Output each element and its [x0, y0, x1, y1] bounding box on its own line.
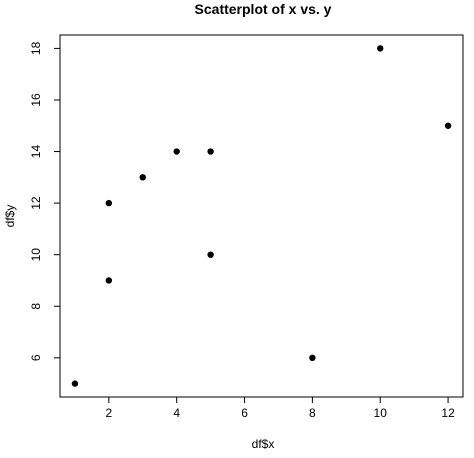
y-tick-label: 10: [29, 248, 43, 262]
y-axis-label: df$y: [3, 205, 17, 228]
data-point: [71, 380, 79, 387]
x-axis-label: df$x: [252, 437, 275, 451]
y-tick-label: 12: [29, 196, 43, 210]
y-tick-label: 16: [29, 93, 43, 107]
data-point: [377, 45, 384, 52]
data-point: [105, 277, 113, 284]
x-tick-label: 8: [309, 406, 316, 420]
data-point: [139, 174, 146, 181]
x-tick-label: 6: [241, 406, 248, 420]
data-point: [207, 251, 214, 258]
data-points: [71, 45, 452, 387]
data-point: [105, 199, 113, 207]
y-tick-label: 14: [29, 145, 43, 159]
x-tick-label: 10: [374, 406, 388, 420]
data-point: [173, 148, 180, 155]
data-point: [309, 354, 316, 362]
plot-area-border: [59, 34, 464, 398]
x-axis: 2 4 6 8 10 12: [106, 397, 455, 420]
data-point: [207, 148, 214, 155]
chart-title: Scatterplot of x vs. y: [195, 1, 332, 17]
x-tick-label: 4: [173, 406, 180, 420]
y-tick-label: 18: [29, 41, 43, 55]
y-tick-label: 8: [29, 303, 43, 310]
y-axis: 6 8 10 12 14 16 18: [29, 41, 60, 361]
x-tick-label: 2: [106, 406, 113, 420]
y-tick-label: 6: [29, 354, 43, 361]
data-point: [444, 122, 452, 129]
x-tick-label: 12: [441, 406, 455, 420]
